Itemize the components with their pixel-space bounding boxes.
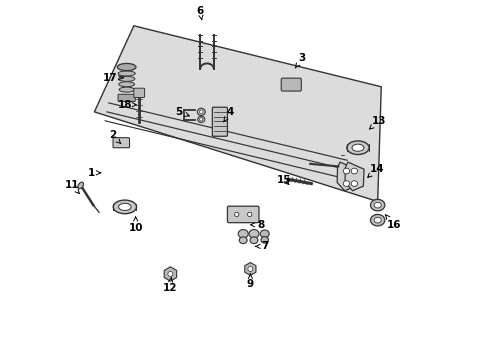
Ellipse shape <box>370 215 385 226</box>
Text: 13: 13 <box>369 116 386 129</box>
Text: 9: 9 <box>247 274 254 289</box>
Text: 15: 15 <box>277 175 292 185</box>
Ellipse shape <box>374 202 381 208</box>
Text: 5: 5 <box>175 107 189 117</box>
Ellipse shape <box>351 168 358 174</box>
FancyBboxPatch shape <box>113 138 129 148</box>
Polygon shape <box>345 162 364 191</box>
Polygon shape <box>337 162 356 191</box>
Ellipse shape <box>370 199 385 211</box>
Ellipse shape <box>351 181 358 186</box>
Text: 6: 6 <box>196 6 204 19</box>
Ellipse shape <box>343 181 350 186</box>
Ellipse shape <box>113 200 137 214</box>
Ellipse shape <box>119 76 135 81</box>
Ellipse shape <box>249 230 259 238</box>
Text: 17: 17 <box>103 73 123 83</box>
Ellipse shape <box>239 237 247 244</box>
Text: 10: 10 <box>128 217 143 233</box>
Ellipse shape <box>343 168 350 174</box>
Ellipse shape <box>235 212 239 217</box>
Ellipse shape <box>199 118 203 121</box>
Ellipse shape <box>260 230 269 238</box>
Text: 12: 12 <box>163 277 177 293</box>
Text: 16: 16 <box>386 215 401 230</box>
Ellipse shape <box>118 71 135 76</box>
Ellipse shape <box>238 230 248 238</box>
FancyBboxPatch shape <box>227 206 259 223</box>
Ellipse shape <box>119 82 135 87</box>
Ellipse shape <box>347 141 369 154</box>
Text: 2: 2 <box>109 130 121 144</box>
Polygon shape <box>245 262 256 275</box>
FancyBboxPatch shape <box>212 107 227 136</box>
Ellipse shape <box>352 144 364 151</box>
Text: 14: 14 <box>368 163 384 177</box>
Text: 18: 18 <box>118 100 136 110</box>
Text: 1: 1 <box>88 168 101 178</box>
FancyBboxPatch shape <box>281 78 301 91</box>
Ellipse shape <box>168 271 173 276</box>
Ellipse shape <box>117 63 136 71</box>
Text: 8: 8 <box>251 220 265 230</box>
Text: 7: 7 <box>255 241 269 251</box>
Ellipse shape <box>197 108 205 116</box>
Text: 11: 11 <box>65 180 79 194</box>
Ellipse shape <box>119 87 134 92</box>
Polygon shape <box>95 26 381 202</box>
Text: 4: 4 <box>223 107 234 122</box>
Ellipse shape <box>248 266 253 271</box>
Ellipse shape <box>119 203 131 211</box>
Polygon shape <box>164 267 176 281</box>
Text: 3: 3 <box>295 53 306 68</box>
Ellipse shape <box>78 182 84 189</box>
Ellipse shape <box>374 217 381 223</box>
Ellipse shape <box>199 110 203 114</box>
Ellipse shape <box>197 116 205 123</box>
FancyBboxPatch shape <box>134 88 145 98</box>
FancyBboxPatch shape <box>118 94 135 102</box>
Ellipse shape <box>250 237 258 244</box>
Ellipse shape <box>247 212 252 217</box>
Ellipse shape <box>261 237 269 243</box>
